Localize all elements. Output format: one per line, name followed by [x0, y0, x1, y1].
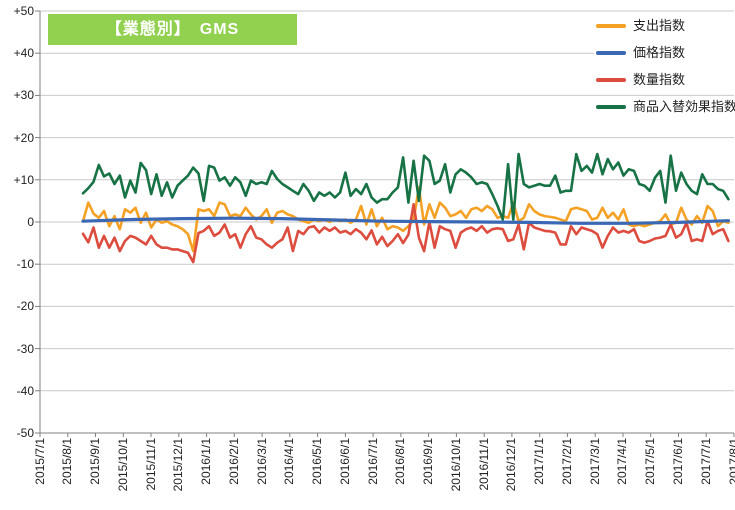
x-axis-label: 2017/3/1	[587, 438, 602, 485]
legend: 支出指数価格指数数量指数商品入替効果指数	[594, 16, 735, 116]
y-axis-label: +20	[13, 130, 34, 145]
chart-title: 【業態別】 GMS	[48, 14, 297, 45]
x-axis-label: 2015/11/1	[143, 438, 158, 491]
x-axis-label: 2016/6/1	[337, 438, 352, 485]
x-axis-label: 2016/11/1	[476, 438, 491, 491]
x-axis-label: 2017/6/1	[670, 438, 685, 485]
x-axis-label: 2016/12/1	[504, 438, 519, 492]
series-line-product-mix-effect-index	[81, 152, 730, 221]
y-axis-label: -50	[16, 426, 34, 440]
y-axis-label: +30	[13, 88, 34, 103]
x-axis-label: 2016/5/1	[310, 438, 325, 485]
x-axis-label: 2016/4/1	[282, 438, 297, 485]
x-axis-label: 2016/9/1	[421, 438, 436, 485]
legend-label: 価格指数	[633, 45, 686, 60]
legend-swatch-expenditure-index	[596, 23, 626, 28]
legend-label: 商品入替効果指数	[633, 99, 735, 114]
y-axis-label: 0	[27, 215, 34, 229]
legend-item-price-index: 価格指数	[594, 43, 735, 62]
series-line-price-index	[81, 216, 730, 225]
x-axis-label: 2015/9/1	[88, 438, 103, 485]
legend-label: 数量指数	[633, 72, 686, 87]
x-axis-label: 2017/4/1	[615, 438, 630, 485]
x-axis-label: 2017/8/1	[726, 438, 735, 485]
series-line-expenditure-index	[81, 186, 730, 253]
x-axis-label: 2016/1/1	[199, 438, 214, 485]
legend-swatch-product-mix-effect-index	[596, 104, 626, 109]
y-axis-label: -10	[16, 257, 34, 272]
x-axis-label: 2015/8/1	[60, 438, 75, 485]
x-axis-label: 2016/2/1	[226, 438, 241, 485]
x-axis-label: 2015/7/1	[32, 438, 47, 485]
y-axis-label: -20	[16, 299, 34, 314]
y-axis-label: +40	[13, 46, 34, 61]
y-axis-label: -40	[16, 383, 34, 398]
x-axis-label: 2017/7/1	[698, 438, 713, 485]
y-axis-label: -30	[16, 341, 34, 356]
legend-swatch-quantity-index	[596, 77, 626, 82]
x-axis-label: 2017/2/1	[559, 438, 574, 485]
x-axis-label: 2017/5/1	[643, 438, 658, 485]
x-axis-label: 2017/1/1	[532, 438, 547, 485]
x-axis-label: 2016/10/1	[448, 438, 463, 492]
x-axis-label: 2015/12/1	[171, 438, 186, 492]
x-axis-label: 2015/10/1	[115, 438, 130, 492]
x-axis-label: 2016/7/1	[365, 438, 380, 485]
series-line-quantity-index	[81, 203, 730, 264]
legend-item-product-mix-effect-index: 商品入替効果指数	[594, 97, 735, 116]
legend-swatch-price-index	[596, 50, 626, 55]
x-axis-label: 2016/8/1	[393, 438, 408, 485]
legend-item-expenditure-index: 支出指数	[594, 16, 735, 35]
x-axis-label: 2016/3/1	[254, 438, 269, 485]
legend-label: 支出指数	[633, 18, 686, 33]
y-axis-label: +10	[13, 172, 34, 187]
y-axis-label: +50	[13, 4, 34, 18]
legend-item-quantity-index: 数量指数	[594, 70, 735, 89]
